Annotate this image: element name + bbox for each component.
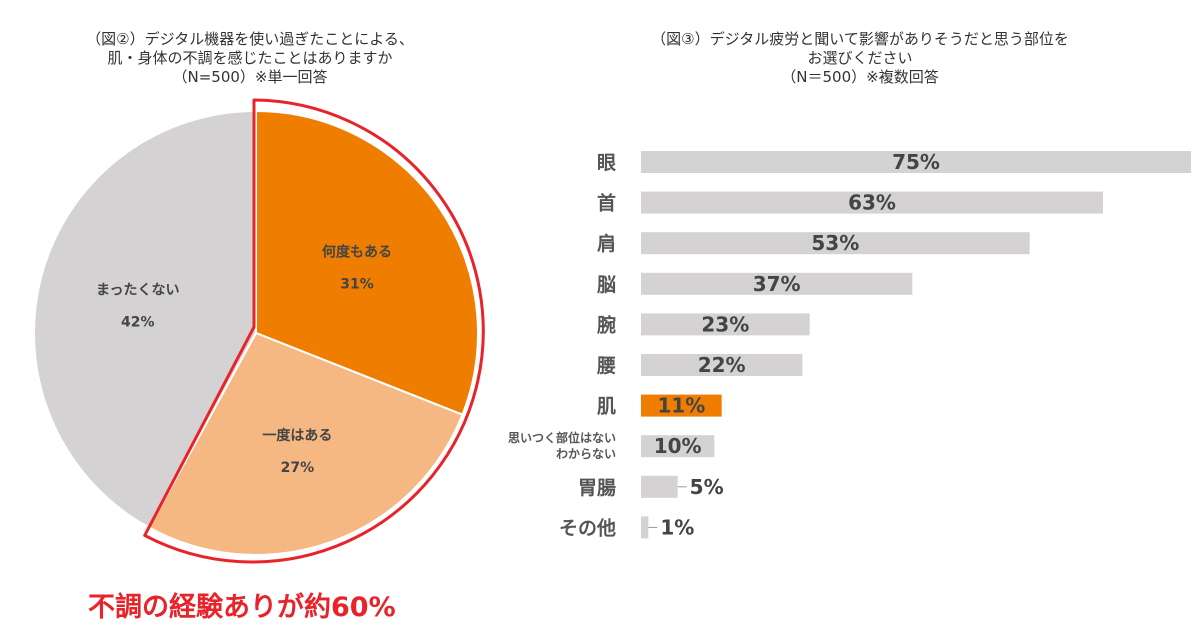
bar-chart: 眼 75% 首 63% 肩 53% 脳 37% 腕 23% 腰 22% 肌 11% 思いつく部位はないわから…	[508, 150, 1191, 539]
conclusion-text: 不調の経験ありが約60%	[88, 592, 396, 623]
bar	[641, 435, 715, 458]
bar	[641, 475, 678, 498]
bar	[641, 394, 722, 417]
pie-title-line: 肌・身体の不調を感じたことはありますか	[107, 49, 393, 67]
bar-category-label: 首	[597, 192, 616, 215]
bar-category-label: 思いつく部位はない	[508, 430, 616, 445]
pie-slice-value: 31%	[340, 276, 374, 292]
pie-slice-value: 42%	[121, 315, 155, 331]
bar-value-label: 11%	[657, 394, 705, 418]
pie-title-line: （図②）デジタル機器を使い過ぎたことによる、	[86, 30, 414, 48]
bar-chart-title: （図③）デジタル疲労と聞いて影響がありそうだと思う部位を お選びください （N＝…	[560, 30, 1160, 87]
bar	[641, 151, 1191, 173]
pie-slice-value: 27%	[281, 460, 315, 476]
bar-title-line: お選びください	[807, 49, 913, 67]
pie-highlight-outline	[143, 98, 485, 564]
pie-slice	[33, 109, 257, 529]
bar-category-label: 胃腸	[578, 477, 616, 499]
pie-slice-label: 一度はある	[262, 427, 332, 444]
pie-slice	[147, 331, 464, 556]
bar	[641, 516, 649, 539]
bar-category-label: 肌	[597, 396, 616, 418]
bar-category-label: その他	[559, 516, 616, 539]
bar-category-label: 腕	[596, 313, 616, 336]
bar-value-label: 23%	[701, 312, 749, 336]
bar-title-line: （図③）デジタル疲労と聞いて影響がありそうだと思う部位を	[651, 30, 1069, 48]
bar-category-label: 眼	[597, 152, 616, 174]
pie-title-line: （N=500）※単一回答	[172, 68, 328, 86]
bar-category-label: 肩	[597, 232, 616, 255]
bar-value-label: 5%	[690, 475, 724, 499]
pie-chart: 何度もある 31% 一度はある 27% まったくない 42%	[33, 98, 485, 564]
bar-value-label: 53%	[811, 231, 859, 255]
bar-category-label: わからない	[556, 447, 616, 461]
bar-value-label: 75%	[892, 150, 940, 174]
bar	[641, 272, 913, 295]
bar-title-line: （N＝500）※複数回答	[781, 68, 939, 86]
bar-category-label: 脳	[596, 274, 616, 296]
bar-value-label: 10%	[654, 434, 702, 458]
pie-slice-label: まったくない	[96, 283, 179, 299]
pie-chart-title: （図②）デジタル機器を使い過ぎたことによる、 肌・身体の不調を感じたことはありま…	[40, 30, 460, 87]
bar-value-label: 1%	[660, 515, 694, 539]
bar	[641, 232, 1030, 255]
bar-value-label: 63%	[848, 191, 896, 215]
bar	[641, 354, 803, 376]
bar-value-label: 22%	[698, 353, 746, 377]
bar	[641, 191, 1103, 214]
pie-slice	[255, 109, 479, 417]
pie-slice-label: 何度もある	[322, 243, 392, 260]
bar	[641, 313, 810, 336]
bar-value-label: 37%	[753, 272, 801, 296]
bar-category-label: 腰	[596, 355, 616, 377]
